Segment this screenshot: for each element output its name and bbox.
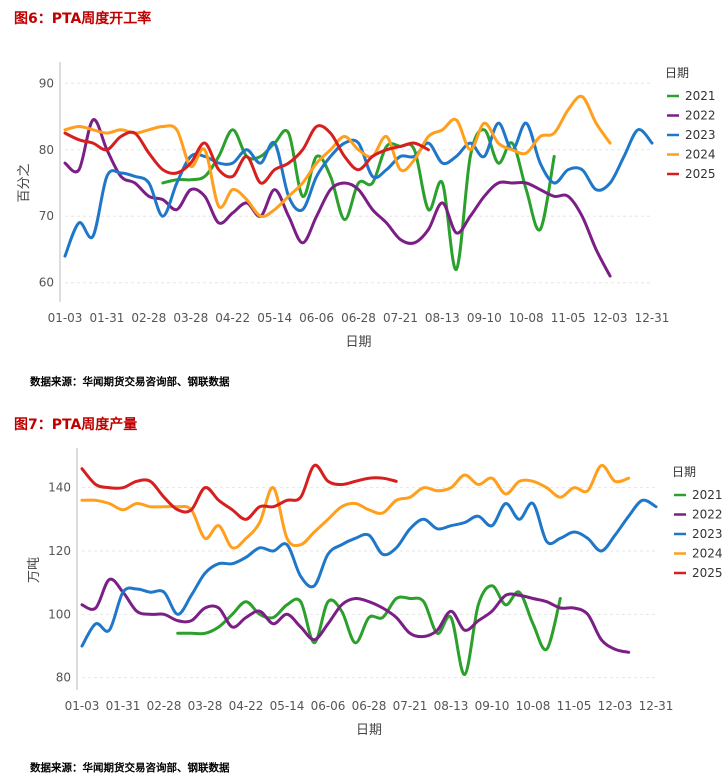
series-line-2022	[80, 577, 631, 654]
x-tick-label: 01-31	[89, 311, 124, 325]
x-tick-label: 05-14	[257, 311, 292, 325]
legend-label-2025: 2025	[685, 167, 716, 181]
x-tick-label: 06-28	[352, 699, 387, 713]
y-tick-label: 140	[48, 481, 71, 495]
figure7-title: 图7：PTA周度产量	[14, 417, 138, 433]
figure6-title: 图6：PTA周度开工率	[14, 11, 152, 27]
x-axis-label: 日期	[356, 723, 382, 738]
legend-label-2021: 2021	[685, 89, 716, 103]
x-tick-label: 06-06	[311, 699, 346, 713]
legend-label-2024: 2024	[685, 148, 716, 162]
legend-title: 日期	[665, 66, 689, 80]
chart-operating-rate: 60 70 80 90 01-03 01-31 02-28 03-28 04-22 05-14 06…	[17, 62, 716, 350]
x-tick-label: 04-22	[229, 699, 264, 713]
series-line-2023	[63, 121, 654, 258]
y-tick-label: 80	[39, 143, 54, 157]
x-tick-label: 10-08	[516, 699, 551, 713]
x-tick-label: 12-03	[598, 699, 633, 713]
x-tick-label: 03-28	[188, 699, 223, 713]
x-tick-label: 09-10	[475, 699, 510, 713]
legend-label-2023: 2023	[692, 527, 723, 541]
legend-title: 日期	[672, 465, 696, 479]
x-tick-label: 02-28	[131, 311, 166, 325]
series-line-2021	[161, 128, 556, 271]
y-axis-label: 万吨	[27, 557, 42, 583]
y-tick-label: 60	[39, 276, 54, 290]
x-tick-label: 07-21	[393, 699, 428, 713]
x-tick-label: 02-28	[147, 699, 182, 713]
x-tick-label: 01-03	[48, 311, 83, 325]
x-tick-label: 11-05	[557, 699, 592, 713]
series-line-2023	[80, 498, 658, 648]
x-tick-label: 05-14	[270, 699, 305, 713]
x-tick-label: 03-28	[173, 311, 208, 325]
x-tick-label: 12-31	[639, 699, 674, 713]
x-axis-label: 日期	[345, 335, 371, 350]
x-tick-label: 06-06	[299, 311, 334, 325]
x-tick-label: 10-08	[509, 311, 544, 325]
legend-label-2022: 2022	[685, 109, 716, 123]
legend-label-2025: 2025	[692, 566, 723, 580]
y-tick-label: 70	[39, 209, 54, 223]
x-tick-label: 08-13	[434, 699, 469, 713]
x-tick-label: 06-28	[341, 311, 376, 325]
legend-label-2022: 2022	[692, 508, 723, 522]
x-tick-label: 07-21	[383, 311, 418, 325]
legend-label-2021: 2021	[692, 488, 723, 502]
x-tick-label: 12-03	[593, 311, 628, 325]
x-tick-label: 09-10	[467, 311, 502, 325]
y-tick-label: 120	[48, 544, 71, 558]
source-note-2: 数据来源：华闻期货交易咨询部、钢联数据	[30, 762, 230, 774]
legend-label-2023: 2023	[685, 128, 716, 142]
y-axis-label: 百分之	[17, 163, 32, 202]
y-tick-label: 80	[56, 671, 71, 685]
series-line-2021	[176, 584, 562, 677]
y-tick-label: 100	[48, 607, 71, 621]
series-line-2025	[63, 124, 430, 185]
x-tick-label: 08-13	[425, 311, 460, 325]
y-tick-label: 90	[39, 76, 54, 90]
source-note-1: 数据来源：华闻期货交易咨询部、钢联数据	[30, 376, 230, 388]
legend-label-2024: 2024	[692, 547, 723, 561]
x-tick-label: 01-31	[106, 699, 141, 713]
x-tick-label: 04-22	[215, 311, 250, 325]
series-line-2024	[80, 464, 631, 550]
x-tick-label: 01-03	[65, 699, 100, 713]
series-line-2025	[80, 463, 398, 521]
x-tick-label: 12-31	[635, 311, 670, 325]
x-tick-label: 11-05	[551, 311, 586, 325]
chart-weekly-output: 80 100 120 140 01-03 01-31 02-28 03-28 04-22 05-1…	[27, 448, 723, 738]
